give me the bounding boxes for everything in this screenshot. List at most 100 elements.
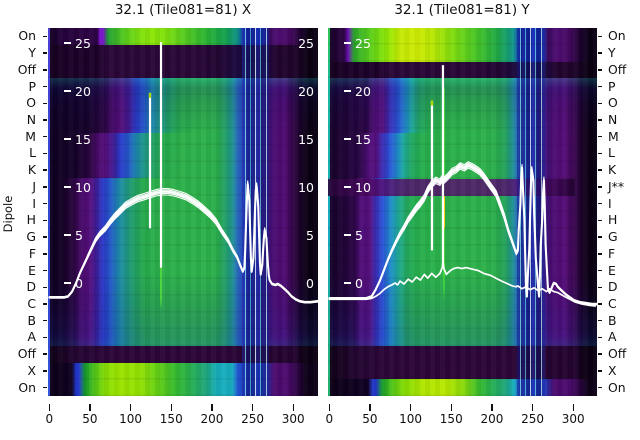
dipole-tick-right xyxy=(598,85,602,88)
heatmap-blob-shading xyxy=(328,78,597,346)
x-tick-mark-x xyxy=(251,404,254,411)
x-tick-label-x: 300 xyxy=(281,412,305,426)
dipole-row-label-right: K xyxy=(608,162,617,178)
x-tick-label-x: 200 xyxy=(200,412,224,426)
dipole-tick-left xyxy=(43,236,47,238)
pixel-grid-texture xyxy=(48,28,318,396)
dipole-row-label-right: C xyxy=(608,295,617,311)
x-tick-mark-x xyxy=(292,404,294,411)
power-tick-label-right: 25 xyxy=(298,35,314,51)
dipole-tick-right xyxy=(598,253,602,255)
dipole-tick-left xyxy=(43,152,47,155)
dipole-row-label-left: K xyxy=(27,162,36,178)
power-tick-mark xyxy=(344,42,351,44)
dipole-row-label-right: G xyxy=(608,229,618,245)
heatmap-rows-off-x-bottom xyxy=(328,346,597,379)
x-tick-mark-y xyxy=(409,404,412,411)
dipole-row-label-left: C xyxy=(27,295,36,311)
power-tick-label: 15 xyxy=(75,131,91,147)
dipole-tick-right xyxy=(598,135,602,138)
dipole-row-label-right: On xyxy=(608,28,626,44)
x-tick-mark-y xyxy=(491,404,493,411)
dipole-row-label-right: On xyxy=(608,379,626,395)
dipole-row-label-right: A xyxy=(608,329,617,345)
dipole-tick-right xyxy=(598,336,602,339)
power-tick-label: 10 xyxy=(75,179,91,195)
dipole-tick-left xyxy=(43,219,47,222)
x-tick-label-y: 150 xyxy=(439,412,463,426)
dipole-tick-left xyxy=(43,253,47,255)
x-tick-mark-x xyxy=(170,404,172,411)
heatmap-rows-y-off xyxy=(48,45,318,78)
dipole-tick-left xyxy=(43,52,47,54)
bandpass-curves-x xyxy=(48,42,318,304)
power-tick-label-right: 10 xyxy=(298,179,314,195)
x-tick-mark-x xyxy=(48,404,50,411)
dipole-row-label-right: X xyxy=(608,362,617,378)
dipole-tick-right xyxy=(598,152,602,155)
heatmap-blob-mid xyxy=(48,133,318,178)
dipole-tick-left xyxy=(43,336,47,339)
dipole-tick-right xyxy=(598,303,602,305)
dipole-tick-right xyxy=(598,370,602,372)
dipole-tick-left xyxy=(43,370,47,372)
x-tick-mark-y xyxy=(369,404,371,411)
power-tick-label: 10 xyxy=(355,179,371,195)
dipole-tick-left xyxy=(43,202,47,205)
dipole-row-label-left: F xyxy=(28,245,36,261)
x-tick-mark-x xyxy=(89,404,91,411)
dipole-row-label-left: G xyxy=(26,229,36,245)
x-tick-label-y: 250 xyxy=(521,412,544,426)
dipole-row-label-right: I xyxy=(608,195,612,211)
x-tick-label-x: 150 xyxy=(159,412,183,426)
y-axis-label: Dipole xyxy=(1,195,15,233)
x-tick-label-x: 0 xyxy=(45,412,54,426)
dipole-row-label-left: I xyxy=(32,195,36,211)
dipole-tick-right xyxy=(598,386,602,389)
dipole-tick-left xyxy=(43,286,47,289)
dipole-row-label-right: E xyxy=(608,262,616,278)
dipole-row-label-right: D xyxy=(608,279,618,295)
power-tick-mark xyxy=(64,42,71,44)
power-tick-mark xyxy=(344,186,351,188)
x-tick-mark-y xyxy=(328,404,330,411)
power-tick-mark xyxy=(344,90,351,92)
heatmap-rows-x-on-bottom xyxy=(48,363,318,396)
dipole-row-label-left: A xyxy=(27,329,36,345)
power-tick-mark xyxy=(64,186,71,188)
dipole-row-label-left: X xyxy=(27,362,37,378)
dipole-tick-left xyxy=(43,319,47,322)
dipole-row-label-left: D xyxy=(26,279,36,295)
dipole-row-label-left: E xyxy=(28,262,36,278)
heatmap-panel-x: 25 25 20 20 15 15 10 10 5 5 0 0 xyxy=(48,28,318,396)
dipole-row-label-left: Y xyxy=(28,45,36,61)
dipole-tick-right xyxy=(598,286,602,289)
x-tick-label-y: 100 xyxy=(399,412,423,426)
dipole-tick-right xyxy=(598,269,602,272)
panel-edge-data-line xyxy=(328,28,330,396)
dipole-row-label-right: Off xyxy=(608,61,627,77)
pixel-grid-texture xyxy=(328,28,597,396)
dipole-row-label-right: L xyxy=(608,145,615,161)
heatmap-blob-upper xyxy=(48,78,318,133)
power-tick-label: 20 xyxy=(75,83,91,99)
dipole-tick-right xyxy=(598,102,602,105)
x-tick-label-y: 200 xyxy=(480,412,504,426)
dipole-tick-left xyxy=(43,119,47,121)
dipole-row-label-right: O xyxy=(608,95,618,111)
power-tick-label-right: 20 xyxy=(298,83,314,99)
power-tick-mark xyxy=(64,90,71,92)
dipole-tick-right xyxy=(598,353,602,355)
x-tick-label-x: 250 xyxy=(241,412,264,426)
dipole-row-label-right: N xyxy=(608,111,618,127)
dipole-tick-left xyxy=(43,35,47,38)
dipole-tick-right xyxy=(598,169,602,171)
power-tick-label: 15 xyxy=(355,131,371,147)
dipole-row-label-left: L xyxy=(29,145,36,161)
dipole-tick-left xyxy=(43,303,47,305)
bandpass-curve-x xyxy=(48,186,318,304)
dipole-tick-right xyxy=(598,186,602,188)
power-tick-label: 0 xyxy=(75,275,83,291)
power-tick-mark xyxy=(64,234,71,236)
flagged-dipole-j-band xyxy=(328,178,575,196)
